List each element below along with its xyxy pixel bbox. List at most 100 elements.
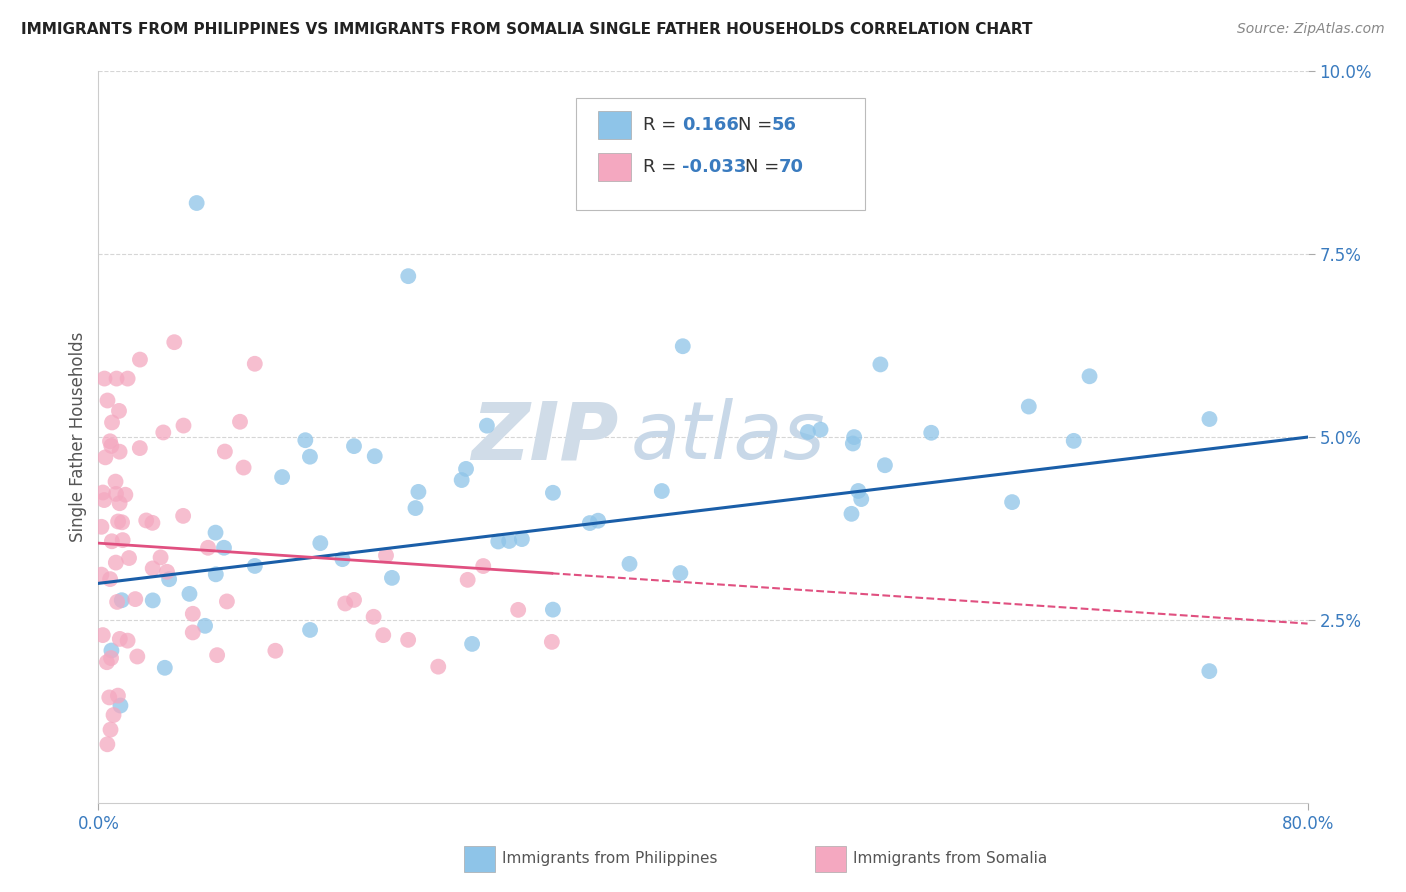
Point: [142, 593, 165, 607]
Point: [541, 602, 564, 616]
Point: [851, 491, 873, 506]
Point: [810, 423, 832, 437]
Point: [243, 357, 266, 371]
Point: [98, 572, 121, 586]
Point: [129, 352, 152, 367]
Point: [204, 525, 226, 540]
Point: [586, 514, 609, 528]
Point: [105, 487, 128, 501]
Point: [93, 493, 115, 508]
Point: [152, 425, 174, 440]
Point: [299, 623, 322, 637]
Text: N =: N =: [745, 158, 785, 176]
Point: [98, 434, 121, 449]
Point: [173, 418, 195, 433]
Point: [100, 723, 122, 737]
Point: [108, 632, 131, 646]
Point: [157, 572, 180, 586]
Point: [124, 592, 146, 607]
Point: [619, 557, 641, 571]
Point: [873, 458, 896, 473]
Point: [128, 441, 150, 455]
Point: [104, 475, 127, 489]
Point: [540, 635, 562, 649]
Point: [205, 648, 228, 662]
Point: [579, 516, 602, 530]
Point: [841, 507, 863, 521]
Point: [172, 508, 194, 523]
Y-axis label: Single Father Households: Single Father Households: [69, 332, 87, 542]
Point: [427, 659, 450, 673]
Point: [1018, 400, 1040, 414]
Text: Immigrants from Somalia: Immigrants from Somalia: [853, 852, 1047, 866]
Point: [541, 485, 564, 500]
Point: [96, 737, 118, 751]
Point: [669, 566, 692, 580]
Point: [335, 597, 357, 611]
Point: [100, 439, 122, 453]
Point: [204, 567, 226, 582]
Text: ZIP: ZIP: [471, 398, 619, 476]
Point: [194, 619, 217, 633]
Point: [1078, 369, 1101, 384]
Point: [332, 552, 354, 566]
Point: [186, 196, 208, 211]
Point: [104, 556, 127, 570]
Point: [214, 444, 236, 458]
Point: [408, 484, 430, 499]
Point: [197, 541, 219, 555]
Point: [100, 651, 122, 665]
Point: [101, 416, 124, 430]
Point: [651, 483, 673, 498]
Point: [153, 661, 176, 675]
Point: [396, 632, 419, 647]
Point: [271, 470, 294, 484]
Point: [96, 393, 118, 408]
Point: [475, 418, 498, 433]
Point: [797, 425, 820, 439]
Point: [96, 655, 118, 669]
Point: [396, 269, 419, 284]
Point: [163, 335, 186, 350]
Text: -0.033: -0.033: [682, 158, 747, 176]
Point: [450, 473, 472, 487]
Point: [111, 516, 134, 530]
Point: [127, 649, 149, 664]
Point: [363, 609, 385, 624]
Text: Source: ZipAtlas.com: Source: ZipAtlas.com: [1237, 22, 1385, 37]
Point: [846, 483, 869, 498]
Point: [298, 450, 321, 464]
Point: [107, 515, 129, 529]
Point: [105, 595, 128, 609]
Point: [98, 690, 121, 705]
Point: [135, 513, 157, 527]
Point: [111, 593, 134, 607]
Point: [672, 339, 695, 353]
Point: [118, 551, 141, 566]
Point: [1001, 495, 1024, 509]
Text: Immigrants from Philippines: Immigrants from Philippines: [502, 852, 717, 866]
Point: [181, 625, 204, 640]
Point: [181, 607, 204, 621]
Point: [243, 558, 266, 573]
Point: [114, 488, 136, 502]
Point: [100, 643, 122, 657]
Point: [461, 637, 484, 651]
Point: [212, 541, 235, 555]
Point: [1063, 434, 1085, 448]
Point: [142, 561, 165, 575]
Text: 56: 56: [772, 116, 797, 134]
Point: [117, 371, 139, 385]
Point: [309, 536, 332, 550]
Point: [264, 644, 287, 658]
Point: [111, 533, 134, 548]
Point: [149, 550, 172, 565]
Point: [381, 571, 404, 585]
Point: [232, 460, 254, 475]
Point: [343, 593, 366, 607]
Point: [110, 698, 132, 713]
Point: [108, 496, 131, 510]
Point: [454, 462, 477, 476]
Point: [844, 430, 866, 444]
Point: [508, 603, 530, 617]
